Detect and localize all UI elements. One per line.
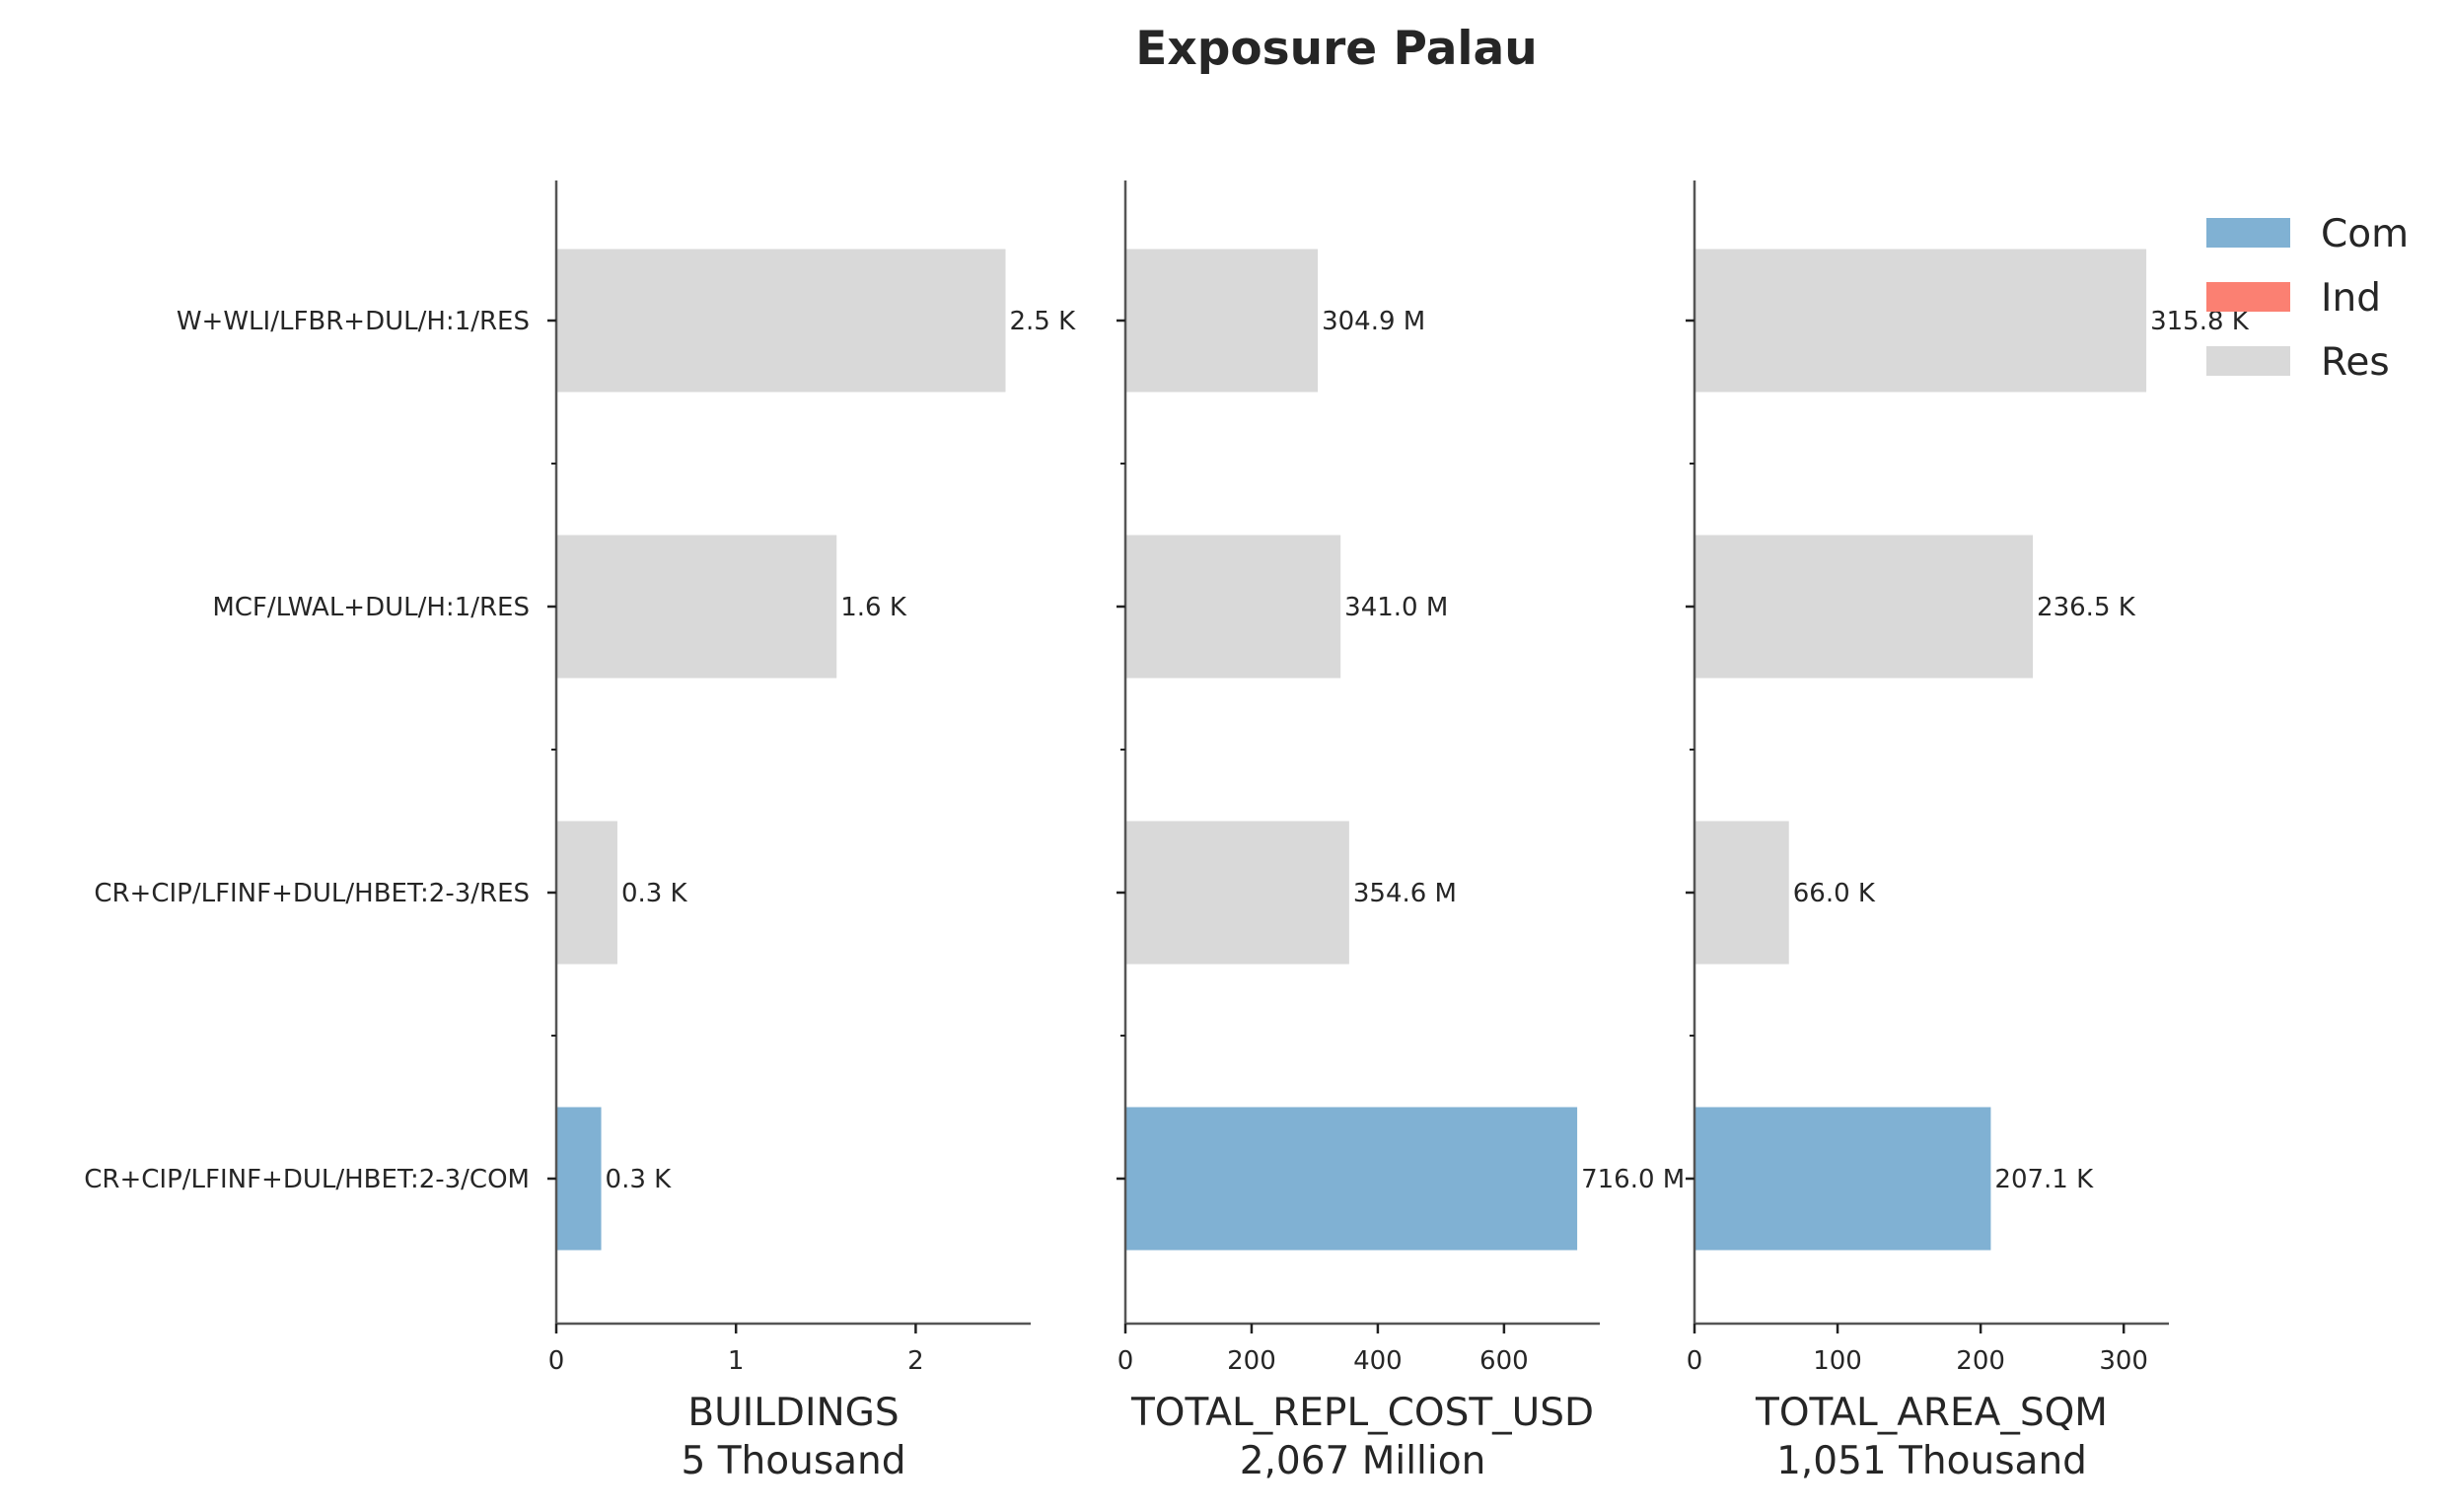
data-label: 207.1 K <box>1994 1165 2094 1194</box>
data-label: 716.0 M <box>1581 1165 1685 1194</box>
data-label: 0.3 K <box>606 1165 673 1194</box>
x-axis-subtitle: 2,067 Million <box>1240 1439 1486 1483</box>
data-label: 341.0 M <box>1344 593 1448 622</box>
bar-2-3 <box>1125 821 1349 965</box>
panel-1: 2.5 K 1.6 K 0.3 K 0.3 K W+WLI/LFBR+DUL/H:1/R… <box>84 180 1076 1483</box>
chart-legend: Com Ind Res <box>2206 212 2409 385</box>
x-tick-label: 600 <box>1479 1346 1529 1376</box>
x-tick-label: 200 <box>1227 1346 1276 1376</box>
legend-item-com: Com <box>2206 212 2409 256</box>
x-tick-label: 300 <box>2099 1346 2148 1376</box>
x-axis-subtitle: 1,051 Thousand <box>1776 1439 2087 1483</box>
legend-label: Com <box>2321 212 2409 256</box>
x-tick-label: 1 <box>728 1346 745 1376</box>
data-label: 1.6 K <box>840 593 907 622</box>
chart-title: Exposure Palau <box>1135 22 1537 76</box>
bar-1-4 <box>556 1107 602 1251</box>
x-tick-label: 0 <box>1687 1346 1703 1376</box>
data-label: 2.5 K <box>1009 307 1076 336</box>
chart-panels: 2.5 K 1.6 K 0.3 K 0.3 K W+WLI/LFBR+DUL/H:1/R… <box>84 180 2250 1483</box>
x-axis-title: TOTAL_AREA_SQM <box>1755 1391 2108 1435</box>
x-tick-label: 100 <box>1813 1346 1862 1376</box>
panel-2: 304.9 M 341.0 M 354.6 M 716.0 M 0 200 400 600 TO… <box>1117 180 1685 1483</box>
x-tick-label: 2 <box>907 1346 924 1376</box>
legend-label: Ind <box>2321 276 2381 321</box>
x-axis-subtitle: 5 Thousand <box>681 1439 905 1483</box>
legend-swatch <box>2206 282 2290 312</box>
category-label: CR+CIP/LFINF+DUL/HBET:2-3/RES <box>94 879 530 908</box>
bar-1-1 <box>556 249 1006 393</box>
bar-3-2 <box>1694 535 2034 679</box>
bar-3-1 <box>1694 249 2147 393</box>
bar-2-2 <box>1125 535 1341 679</box>
x-axis-title: TOTAL_REPL_COST_USD <box>1130 1391 1594 1435</box>
data-label: 0.3 K <box>621 879 688 908</box>
bar-3-4 <box>1694 1107 1991 1251</box>
data-label: 236.5 K <box>2037 593 2136 622</box>
legend-item-ind: Ind <box>2206 276 2381 321</box>
legend-label: Res <box>2321 340 2390 385</box>
x-tick-label: 200 <box>1956 1346 2005 1376</box>
legend-swatch <box>2206 218 2290 248</box>
legend-item-res: Res <box>2206 340 2390 385</box>
category-label: CR+CIP/LFINF+DUL/HBET:2-3/COM <box>84 1165 530 1194</box>
category-label: MCF/LWAL+DUL/H:1/RES <box>212 593 530 622</box>
bar-1-2 <box>556 535 837 679</box>
data-label: 66.0 K <box>1793 879 1876 908</box>
x-tick-label: 0 <box>1117 1346 1134 1376</box>
data-label: 304.9 M <box>1322 307 1425 336</box>
bar-3-3 <box>1694 821 1789 965</box>
data-label: 354.6 M <box>1353 879 1457 908</box>
legend-swatch <box>2206 346 2290 376</box>
bar-2-1 <box>1125 249 1319 393</box>
x-axis-title: BUILDINGS <box>687 1391 899 1435</box>
x-tick-label: 0 <box>548 1346 565 1376</box>
bar-2-4 <box>1125 1107 1578 1251</box>
bar-1-3 <box>556 821 617 965</box>
category-label: W+WLI/LFBR+DUL/H:1/RES <box>177 307 530 336</box>
x-tick-label: 400 <box>1353 1346 1403 1376</box>
